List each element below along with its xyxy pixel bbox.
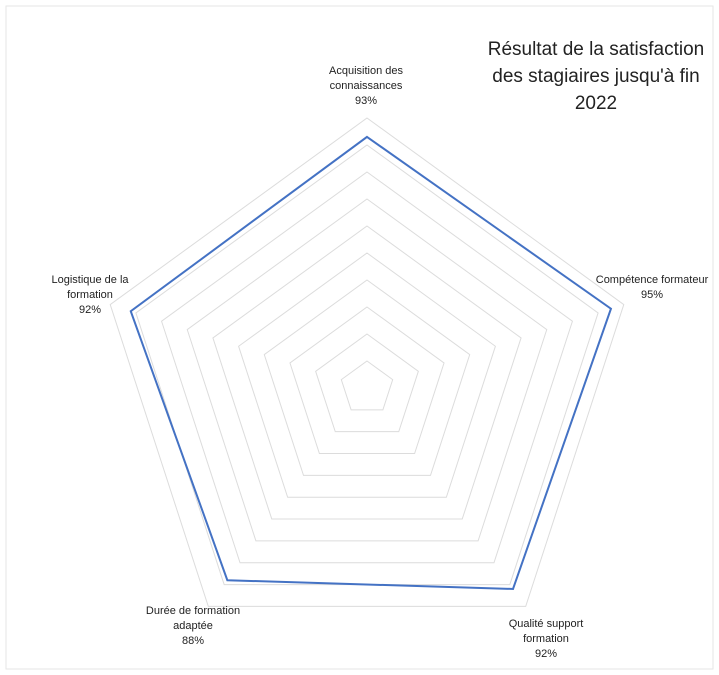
value-label: 88% [181,635,205,647]
grid-ring [340,360,394,411]
chart-title: Résultat de la satisfaction des stagiair… [487,39,705,114]
grid-ring [289,306,445,455]
axis-label: Qualité support formation [508,618,584,645]
axis-label: Durée de formation adaptée [145,605,241,632]
grid-ring [160,171,574,564]
value-label: 93% [354,95,378,107]
axis-label: Acquisition des connaissances [329,65,403,92]
axis-label: Compétence formateur [595,274,709,286]
axis-label: Logistique de la formation [51,274,129,301]
value-label: 92% [78,304,102,316]
value-label: 95% [640,289,664,301]
grid-ring [263,279,471,476]
grid-ring [315,333,419,433]
radar-line [129,135,613,590]
grid-ring [238,252,496,498]
grid-ring [109,117,625,607]
chart-border [5,5,714,670]
value-label: 92% [534,648,558,660]
grid-ring [186,198,548,542]
grid-ring [212,225,522,520]
